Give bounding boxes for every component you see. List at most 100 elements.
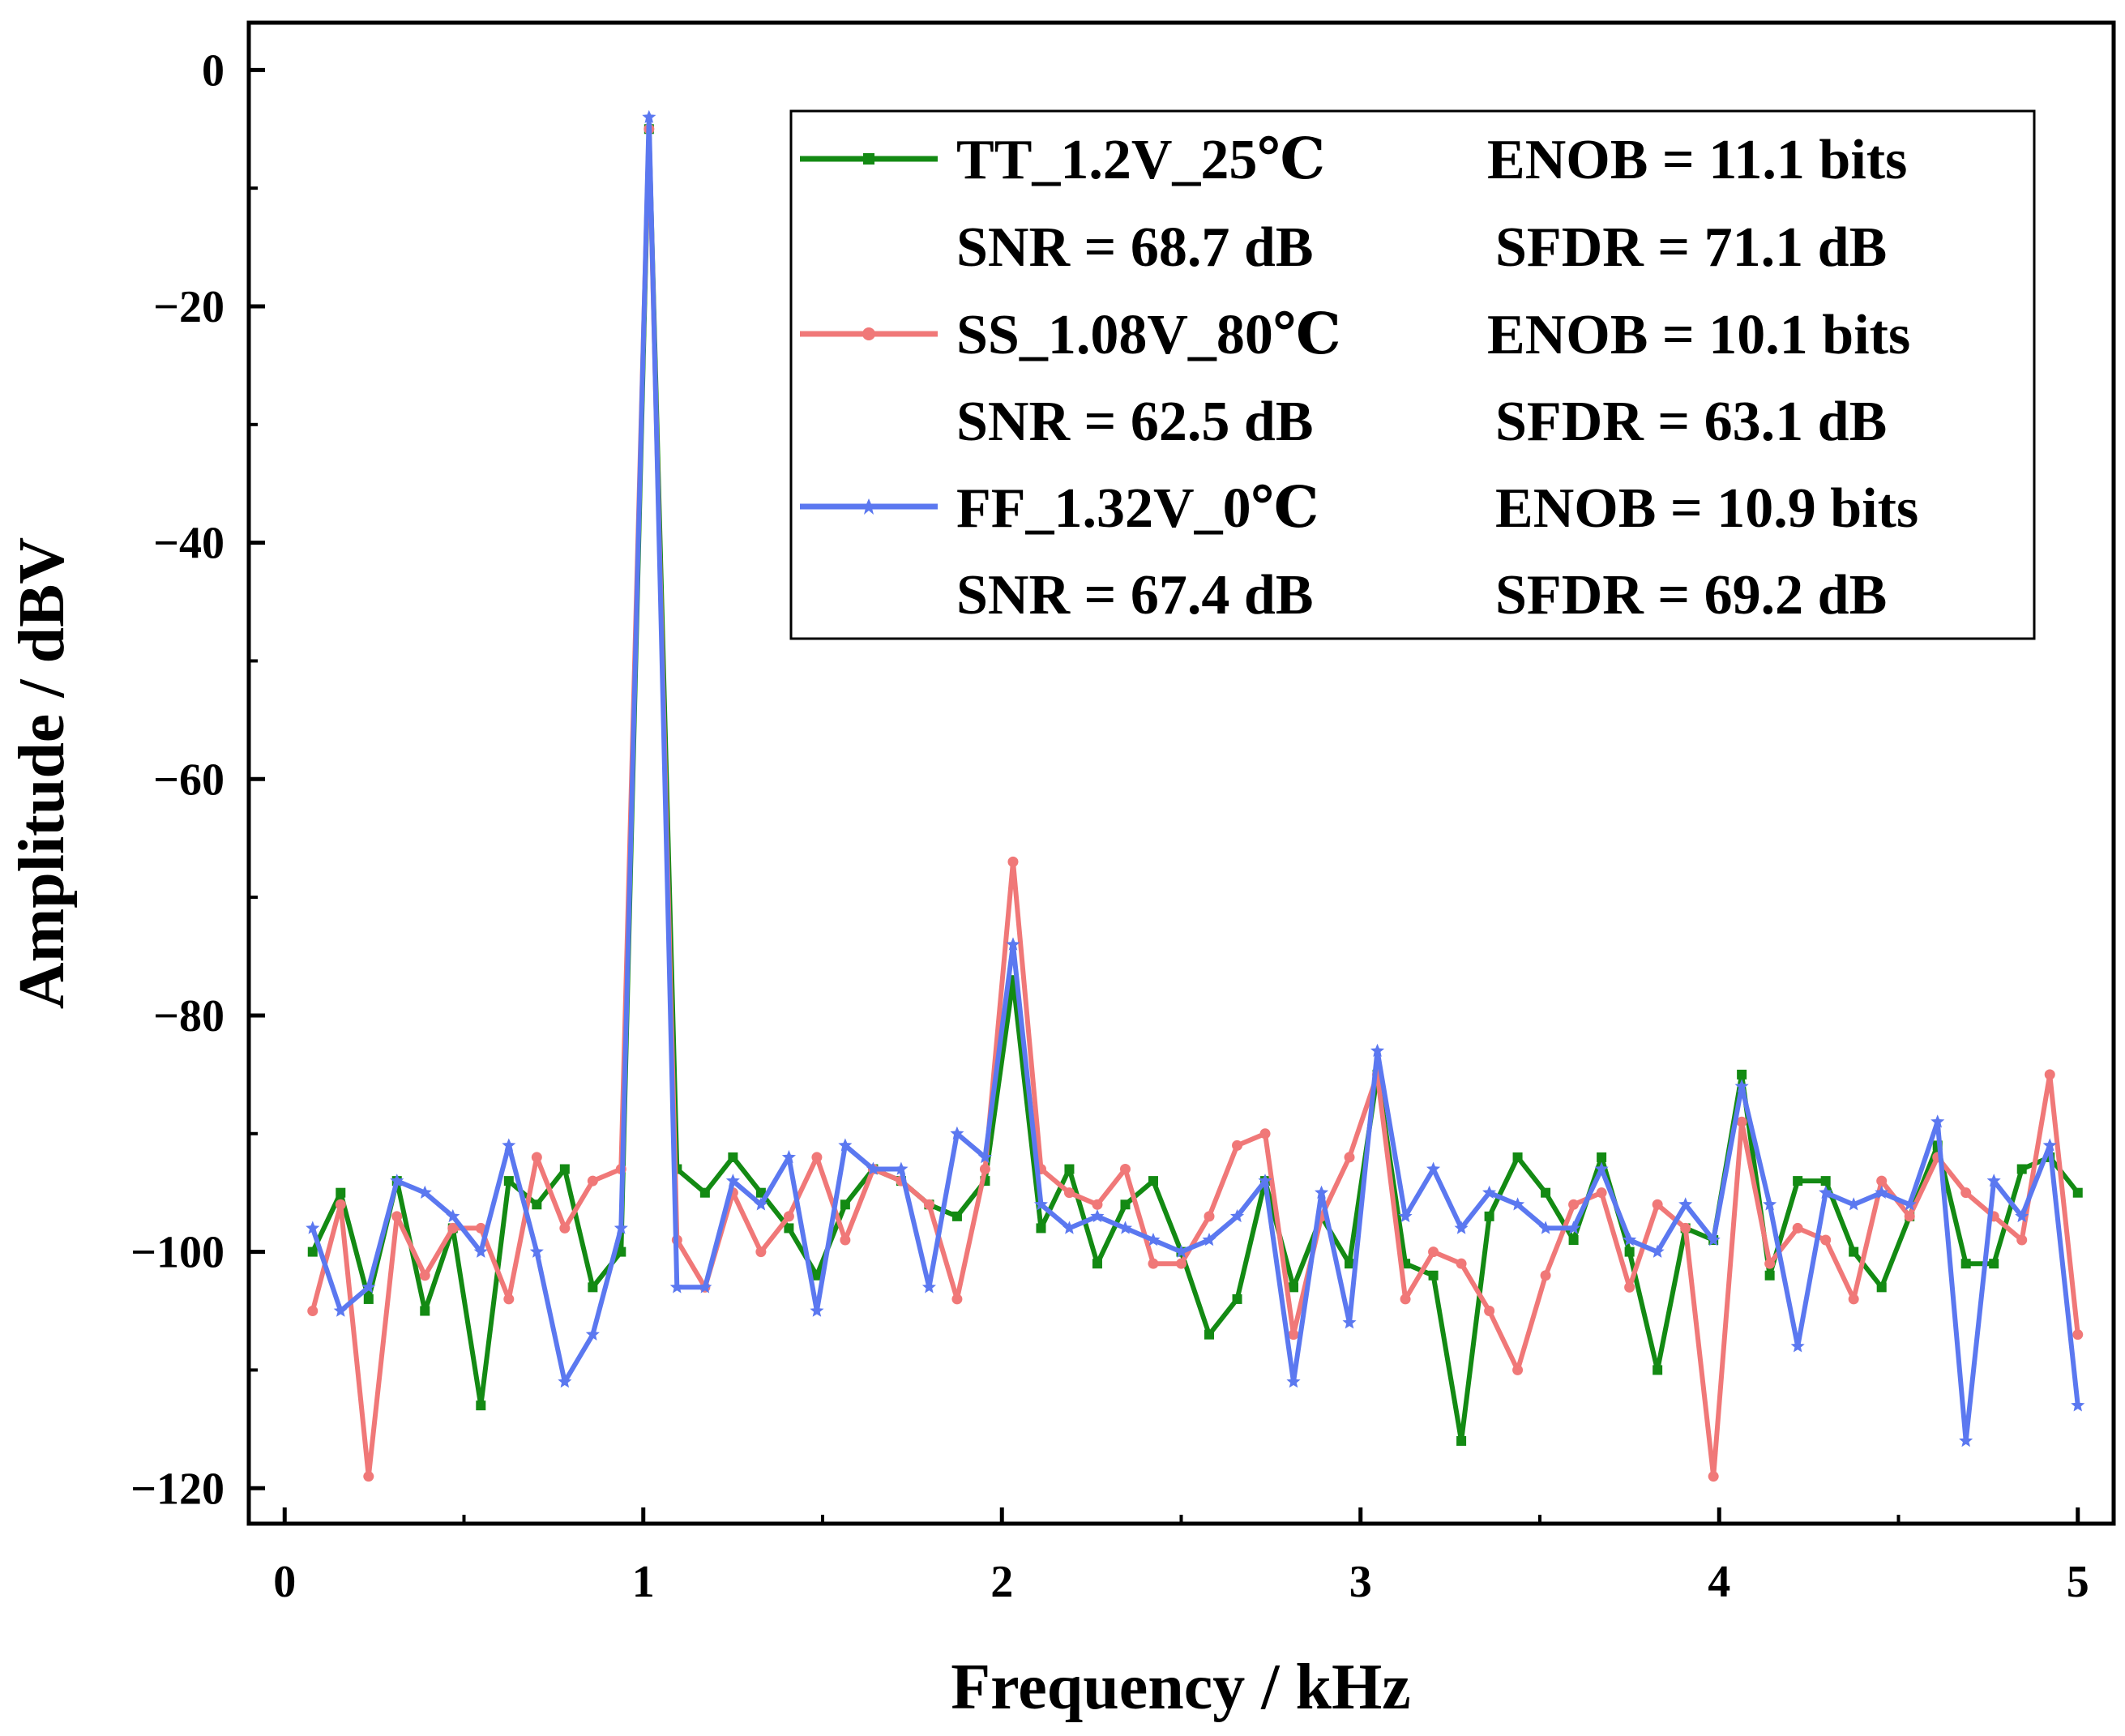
legend-marker-tt <box>863 153 874 165</box>
legend-sfdr-ss: SFDR = 63.1 dB <box>1495 391 1887 453</box>
data-point-ss <box>1259 1128 1271 1140</box>
x-axis-title: Frequency / kHz <box>951 1652 1410 1723</box>
series-line-ss <box>310 126 2080 1479</box>
data-point-ff <box>725 1174 740 1187</box>
tick-layer: 0 1 2 3 4 5 0 −20 −40 −60 −80 −100 −120 <box>130 45 2089 1607</box>
legend-snr-tt: SNR = 68.7 dB <box>956 216 1314 279</box>
data-point-ff <box>1258 1174 1272 1187</box>
data-point-ff <box>1202 1233 1216 1246</box>
data-point-tt <box>1456 1435 1467 1446</box>
data-point-ff <box>473 1244 488 1258</box>
data-point-tt <box>2016 1164 2027 1174</box>
data-point-ss <box>1820 1234 1832 1246</box>
data-point-ss <box>755 1246 767 1258</box>
legend-label-ff: FF_1.32V_0℃ <box>956 477 1319 540</box>
data-point-ff <box>614 1221 628 1234</box>
data-point-tt <box>1232 1293 1242 1304</box>
data-point-ff <box>1006 937 1020 951</box>
series-layer <box>306 109 2085 1482</box>
data-point-ff <box>669 1280 684 1293</box>
data-point-ss <box>1708 1471 1719 1482</box>
legend-snr-ss: SNR = 62.5 dB <box>956 391 1314 453</box>
data-point-ff <box>1342 1315 1357 1329</box>
data-point-ff <box>1706 1233 1721 1246</box>
data-point-tt <box>476 1400 486 1411</box>
data-point-ff <box>894 1161 909 1175</box>
data-point-ss <box>1596 1187 1607 1199</box>
data-point-tt <box>616 1246 626 1257</box>
data-point-tt <box>784 1223 794 1234</box>
data-point-ss <box>503 1293 515 1305</box>
data-point-ff <box>1426 1161 1441 1175</box>
data-point-tt <box>1204 1329 1215 1340</box>
y-tick-label: −60 <box>153 755 224 805</box>
data-point-ff <box>1790 1339 1805 1353</box>
data-point-tt <box>1148 1176 1158 1187</box>
data-point-tt <box>1989 1259 1999 1269</box>
data-point-ss <box>2044 1069 2055 1080</box>
data-point-tt <box>559 1164 570 1174</box>
data-point-tt <box>503 1176 514 1187</box>
data-point-ff <box>1567 1221 1581 1234</box>
data-point-ss <box>1848 1293 1859 1305</box>
data-point-ff <box>866 1161 880 1175</box>
data-point-ff <box>1315 1185 1329 1199</box>
data-point-tt <box>1568 1235 1579 1246</box>
data-point-ss <box>1428 1246 1439 1258</box>
data-point-ff <box>1033 1197 1048 1211</box>
data-point-ff <box>977 1149 992 1164</box>
data-point-ss <box>2016 1234 2028 1246</box>
data-point-ff <box>1930 1114 1945 1128</box>
data-point-ff <box>1594 1161 1609 1175</box>
y-tick-label: −100 <box>130 1228 224 1278</box>
data-point-tt <box>532 1199 542 1210</box>
data-point-ff <box>361 1280 376 1293</box>
data-point-ss <box>1652 1199 1663 1210</box>
legend-marker-ff <box>861 498 877 515</box>
data-point-tt <box>1737 1069 1747 1080</box>
data-point-ff <box>1875 1185 1889 1199</box>
data-point-ff <box>1062 1221 1076 1234</box>
data-point-ss <box>1148 1258 1159 1269</box>
data-point-ss <box>1092 1199 1103 1210</box>
data-point-tt <box>1876 1282 1887 1293</box>
data-point-ff <box>306 1221 320 1234</box>
data-point-ss <box>1204 1211 1215 1222</box>
legend-snr-ff: SNR = 67.4 dB <box>956 564 1314 626</box>
data-point-ff <box>1819 1185 1833 1199</box>
data-point-tt <box>1484 1211 1494 1221</box>
data-point-ff <box>1763 1197 1777 1211</box>
y-tick-label: 0 <box>202 45 224 96</box>
data-point-tt <box>1345 1259 1355 1269</box>
data-point-ss <box>1176 1258 1186 1269</box>
data-point-ss <box>1568 1199 1580 1210</box>
data-point-ss <box>1960 1187 1972 1199</box>
data-point-ff <box>642 109 656 123</box>
data-point-ff <box>2071 1398 2085 1412</box>
data-point-ss <box>979 1164 990 1175</box>
data-point-ff <box>781 1149 796 1164</box>
data-point-tt <box>1849 1246 1859 1257</box>
data-point-ss <box>1119 1164 1131 1175</box>
data-point-tt <box>307 1246 318 1257</box>
data-point-ff <box>1511 1197 1525 1211</box>
data-point-ff <box>558 1375 572 1388</box>
y-tick-label: −20 <box>153 282 224 332</box>
x-tick-label: 0 <box>273 1557 296 1607</box>
data-point-ff <box>1118 1221 1132 1234</box>
data-point-ff <box>1174 1244 1189 1258</box>
data-point-tt <box>1036 1223 1046 1234</box>
data-point-tt <box>755 1187 766 1198</box>
data-point-tt <box>588 1282 598 1293</box>
series-line-ff <box>310 114 2080 1443</box>
x-tick-label: 4 <box>1708 1557 1730 1607</box>
data-point-ss <box>1624 1281 1635 1293</box>
data-point-tt <box>336 1187 346 1198</box>
data-point-ss <box>475 1222 486 1234</box>
data-point-tt <box>1624 1246 1635 1257</box>
x-tick-label: 3 <box>1349 1557 1372 1607</box>
data-point-tt <box>1428 1270 1439 1281</box>
data-point-ff <box>1454 1221 1469 1234</box>
legend-marker-ss <box>862 327 875 340</box>
